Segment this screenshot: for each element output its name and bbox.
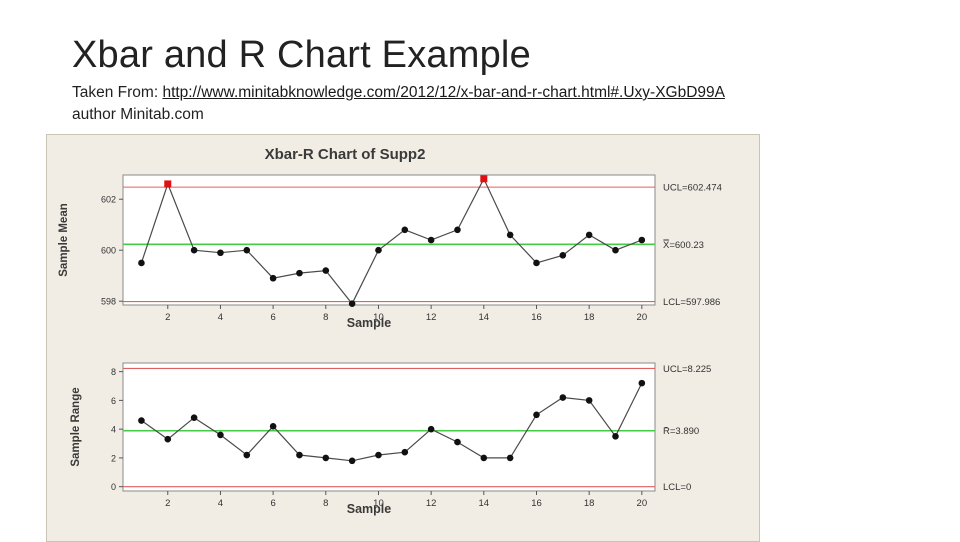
xbar-series-line — [140, 177, 643, 305]
source-line: Taken From: http://www.minitabknowledge.… — [72, 84, 725, 102]
xbar-limit-label-1: X̿=600.23 — [663, 239, 704, 251]
xbar-point — [190, 246, 198, 254]
xbar-point — [296, 269, 303, 277]
range-point — [585, 397, 593, 404]
range-point — [375, 451, 382, 459]
range-point — [269, 422, 277, 430]
author-credit: author Minitab.com — [72, 106, 204, 123]
xbar-limit-label-0: UCL=602.474 — [663, 183, 722, 194]
xbar-point — [585, 231, 593, 239]
range-point — [164, 435, 172, 443]
range-point — [243, 451, 251, 459]
xbar-point — [322, 267, 330, 274]
xbar-y-tick-label: 602 — [101, 195, 116, 205]
range-x-tick-label: 14 — [479, 498, 490, 509]
xbar-point — [243, 246, 251, 254]
xbar-point — [348, 300, 356, 308]
range-x-tick-label: 18 — [584, 498, 595, 509]
slide-title: Xbar and R Chart Example — [72, 34, 531, 76]
range-x-tick-label: 4 — [218, 498, 223, 509]
range-x-tick-label: 16 — [531, 498, 542, 509]
xbar-y-tick-label: 598 — [101, 297, 116, 307]
xbar-point — [559, 251, 567, 259]
range-x-tick-label: 10 — [373, 498, 384, 509]
xbar-x-axis-label: Sample — [347, 316, 392, 330]
xbar-point — [612, 246, 619, 254]
xbar-x-tick-label: 8 — [323, 312, 328, 323]
range-point — [427, 425, 435, 433]
range-limit-label-2: LCL=0 — [663, 482, 691, 493]
xbar-point — [506, 231, 514, 239]
range-point — [612, 433, 619, 440]
range-point — [506, 454, 514, 462]
xbar-x-tick-label: 18 — [584, 312, 595, 323]
range-point — [217, 431, 224, 439]
range-point — [638, 379, 646, 387]
xbar-plot-area — [122, 174, 656, 306]
range-x-tick-label: 8 — [323, 498, 328, 509]
xbar-point — [638, 236, 646, 244]
range-x-tick-label: 2 — [165, 498, 170, 509]
xbar-x-tick-label: 12 — [426, 312, 437, 323]
xbar-point — [138, 259, 145, 267]
xbar-x-tick-label: 6 — [270, 312, 275, 323]
range-series-line — [141, 382, 643, 462]
source-prefix: Taken From: — [72, 84, 163, 101]
range-x-tick-label: 6 — [270, 498, 275, 509]
xbar-x-tick-label: 20 — [637, 312, 648, 323]
xbar-x-tick-label: 10 — [373, 312, 384, 323]
range-x-tick-label: 12 — [426, 498, 437, 509]
xbar-point — [269, 274, 277, 282]
xbar-point — [427, 236, 435, 244]
xbar-x-tick-label: 16 — [531, 312, 542, 323]
xbar-point — [217, 249, 224, 257]
range-point — [348, 457, 356, 465]
range-plot-area — [122, 362, 656, 492]
xbar-point — [454, 226, 461, 234]
xbar-point-out-of-control — [480, 175, 488, 183]
range-limit-label-1: R̄=3.890 — [663, 426, 699, 437]
xbar-x-tick-label: 2 — [165, 312, 170, 323]
range-y-tick-label: 0 — [111, 482, 116, 492]
range-x-tick-label: 20 — [637, 498, 648, 509]
range-y-tick-label: 6 — [111, 396, 116, 406]
xbar-y-tick-label: 600 — [101, 246, 116, 256]
xbar-x-tick-label: 14 — [479, 312, 490, 323]
range-y-tick-label: 4 — [111, 425, 116, 435]
range-point — [138, 417, 145, 424]
source-link[interactable]: http://www.minitabknowledge.com/2012/12/… — [162, 84, 726, 101]
range-point — [480, 454, 488, 462]
xbar-limit-label-2: LCL=597.986 — [663, 297, 720, 308]
xbar-point — [533, 259, 540, 267]
range-point — [190, 414, 198, 421]
range-y-tick-label: 8 — [111, 367, 116, 377]
range-limit-label-0: UCL=8.225 — [663, 364, 711, 375]
range-point — [401, 448, 409, 456]
xbar-r-chart-figure: Xbar-R Chart of Supp2 598 600 602 2 4 6 8 10 12 14… — [46, 134, 760, 542]
chart-title: Xbar-R Chart of Supp2 — [265, 146, 426, 163]
xbar-x-tick-label: 4 — [218, 312, 223, 323]
range-point — [296, 451, 303, 459]
xbar-point-out-of-control — [164, 180, 172, 188]
range-point — [322, 454, 330, 462]
range-point — [533, 411, 540, 419]
xbar-point — [375, 246, 382, 254]
range-y-axis-label: Sample Range — [70, 387, 82, 466]
range-point — [454, 438, 461, 446]
range-x-axis-label: Sample — [347, 502, 392, 516]
range-y-tick-label: 2 — [111, 453, 116, 463]
range-point — [559, 394, 567, 401]
xbar-point — [401, 226, 409, 234]
xbar-y-axis-label: Sample Mean — [58, 203, 70, 277]
